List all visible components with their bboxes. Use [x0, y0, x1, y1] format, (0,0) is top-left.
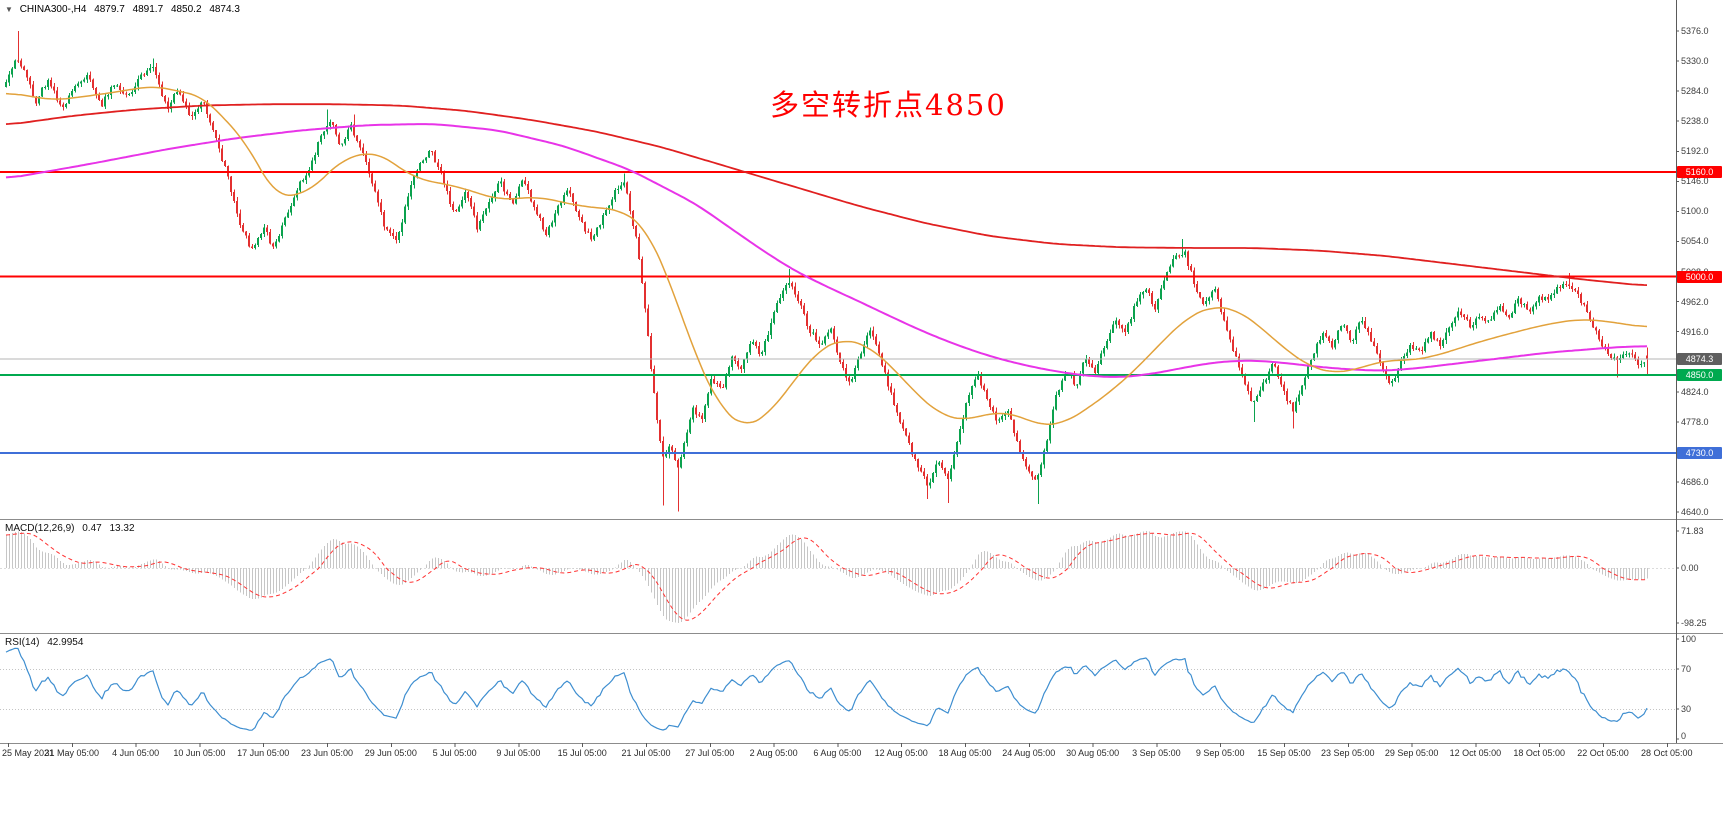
- macd-axis-label: 71.83: [1681, 526, 1704, 536]
- price-axis-label: 5284.0: [1681, 86, 1709, 97]
- time-axis-label: 23 Sep 05:00: [1321, 748, 1375, 758]
- ma-slow-red: [5, 103, 1648, 286]
- price-level-badge: 4874.3: [1677, 352, 1722, 365]
- macd-histogram: [6, 531, 1648, 623]
- price-axis-label: 4778.0: [1681, 416, 1709, 427]
- price-axis-label: 5330.0: [1681, 56, 1709, 67]
- symbol-ohlc-header: ▼ CHINA300-,H4 4879.7 4891.7 4850.2 4874…: [5, 4, 240, 15]
- price-level-badge: 4730.0: [1677, 447, 1722, 460]
- ma-fast-gold: [5, 86, 1648, 426]
- time-axis-label: 27 Jul 05:00: [685, 748, 735, 758]
- price-axis-label: 5146.0: [1681, 176, 1709, 187]
- price-axis-label: 4686.0: [1681, 476, 1709, 487]
- time-axis-label: 15 Sep 05:00: [1257, 748, 1311, 758]
- one-click-trading-collapse-icon[interactable]: ▼: [5, 5, 13, 14]
- rsi-value: 42.9954: [47, 637, 84, 648]
- time-axis-label: 12 Aug 05:00: [874, 748, 928, 758]
- time-axis-label: 18 Aug 05:00: [938, 748, 992, 758]
- macd-signal-line: [5, 532, 1648, 621]
- time-axis-label: 21 Jul 05:00: [621, 748, 671, 758]
- rsi-axis-label: 100: [1681, 634, 1697, 644]
- price-axis-label: 5054.0: [1681, 236, 1709, 247]
- price-axis-label: 5100.0: [1681, 206, 1709, 217]
- ohlc-close-value: 4874.3: [209, 4, 240, 15]
- price-axis-label: 4640.0: [1681, 507, 1709, 517]
- price-level-badge: 4850.0: [1677, 368, 1722, 381]
- macd-axis-label: -98.25: [1681, 618, 1707, 628]
- macd-axis-label: 0.00: [1681, 563, 1699, 573]
- macd-main-value: 0.47: [82, 523, 102, 534]
- time-axis-label: 23 Jun 05:00: [300, 748, 354, 758]
- time-axis-label: 22 Oct 05:00: [1577, 748, 1629, 758]
- ohlc-low-value: 4850.2: [170, 4, 202, 15]
- symbol-period-label: CHINA300-,H4: [19, 4, 87, 15]
- time-axis-label: 6 Aug 05:00: [813, 748, 862, 758]
- time-axis-label: 9 Sep 05:00: [1195, 748, 1245, 758]
- macd-indicator-header: MACD(12,26,9) 0.47 13.32: [5, 523, 135, 534]
- chart-annotation-text: 多空转折点4850: [770, 88, 1007, 122]
- macd-signal-value: 13.32: [109, 523, 135, 534]
- rsi-axis-label: 30: [1681, 704, 1692, 714]
- time-axis-label: 24 Aug 05:00: [1002, 748, 1056, 758]
- time-axis-label: 2 Aug 05:00: [749, 748, 798, 758]
- price-level-badge: 5160.0: [1677, 166, 1722, 179]
- rsi-indicator-header: RSI(14) 42.9954: [5, 637, 83, 648]
- time-axis-label: 29 Sep 05:00: [1384, 748, 1439, 758]
- rsi-label: RSI(14): [5, 637, 40, 648]
- time-axis-label: 5 Jul 05:00: [432, 748, 477, 758]
- time-axis-label: 12 Oct 05:00: [1449, 748, 1502, 758]
- price-axis-label: 4916.0: [1681, 326, 1709, 337]
- price-axis-label: 5376.0: [1681, 26, 1709, 36]
- macd-label: MACD(12,26,9): [5, 523, 75, 534]
- ma-mid-magenta: [5, 123, 1648, 378]
- time-axis-label: 28 Oct 05:00: [1641, 748, 1693, 758]
- time-axis-label: 18 Oct 05:00: [1513, 748, 1565, 758]
- ohlc-open-value: 4879.7: [94, 4, 125, 15]
- price-axis-label: 4824.0: [1681, 386, 1709, 397]
- time-axis-label: 4 Jun 05:00: [112, 748, 160, 758]
- time-axis-label: 30 Aug 05:00: [1066, 748, 1120, 758]
- price-axis-label: 5238.0: [1681, 116, 1709, 127]
- time-axis-label: 17 Jun 05:00: [237, 748, 290, 758]
- rsi-line: [5, 647, 1648, 731]
- time-axis-label: 29 Jun 05:00: [364, 748, 417, 758]
- ohlc-high-value: 4891.7: [132, 4, 164, 15]
- time-axis-label: 15 Jul 05:00: [557, 748, 607, 758]
- candlestick-layer: [5, 31, 1648, 512]
- time-axis-label: 25 May 2021: [2, 748, 55, 758]
- price-axis-label: 5192.0: [1681, 146, 1709, 157]
- time-axis-label: 10 Jun 05:00: [173, 748, 226, 758]
- time-axis-label: 31 May 05:00: [44, 748, 100, 758]
- rsi-axis-label: 70: [1681, 664, 1692, 674]
- price-level-badge: 5000.0: [1677, 270, 1722, 283]
- time-axis-label: 3 Sep 05:00: [1132, 748, 1181, 758]
- price-axis-label: 4962.0: [1681, 296, 1709, 307]
- rsi-axis-label: 0: [1681, 731, 1687, 741]
- time-axis-label: 9 Jul 05:00: [496, 748, 541, 758]
